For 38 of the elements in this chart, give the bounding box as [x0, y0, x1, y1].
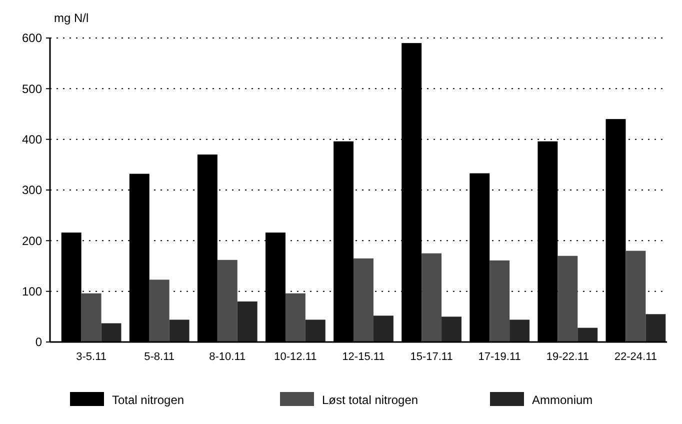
- bar: [101, 323, 122, 342]
- x-tick-label: 5-8.11: [144, 351, 175, 363]
- x-tick-label: 22-24.11: [614, 351, 657, 363]
- x-tick-label: 19-22.11: [546, 351, 589, 363]
- y-tick-label: 200: [22, 234, 42, 248]
- bar: [490, 260, 510, 342]
- bar: [217, 260, 238, 342]
- bar: [169, 320, 190, 342]
- bar: [237, 301, 258, 342]
- legend-label: Ammonium: [532, 393, 593, 408]
- x-tick-label: 10-12.11: [274, 351, 317, 363]
- y-axis-title: mg N/l: [54, 11, 89, 25]
- y-tick-label: 300: [22, 183, 42, 198]
- bar: [578, 328, 598, 342]
- y-tick-label: 600: [22, 31, 42, 46]
- legend-label: Løst total nitrogen: [322, 393, 418, 408]
- x-tick-label: 12-15.11: [342, 351, 385, 363]
- bar: [646, 314, 666, 342]
- bar: [354, 258, 374, 342]
- bar: [373, 316, 394, 342]
- y-tick-label: 100: [22, 284, 42, 299]
- x-tick-label: 8-10.11: [209, 351, 246, 363]
- bar: [305, 320, 326, 342]
- x-tick-label: 3-5.11: [76, 351, 106, 363]
- bar: [149, 280, 170, 342]
- bar: [558, 256, 578, 342]
- bar: [442, 316, 462, 342]
- x-tick-label: 17-19.11: [478, 351, 521, 363]
- bar: [422, 253, 442, 342]
- y-tick-label: 400: [22, 132, 42, 147]
- x-tick-label: 15-17.11: [410, 351, 453, 363]
- y-tick-label: 500: [22, 82, 42, 96]
- legend-label: Total nitrogen: [112, 393, 184, 408]
- y-tick-label: 0: [35, 335, 42, 350]
- bar: [285, 293, 306, 342]
- bar: [81, 293, 102, 342]
- bar: [626, 250, 646, 342]
- bar: [510, 320, 530, 342]
